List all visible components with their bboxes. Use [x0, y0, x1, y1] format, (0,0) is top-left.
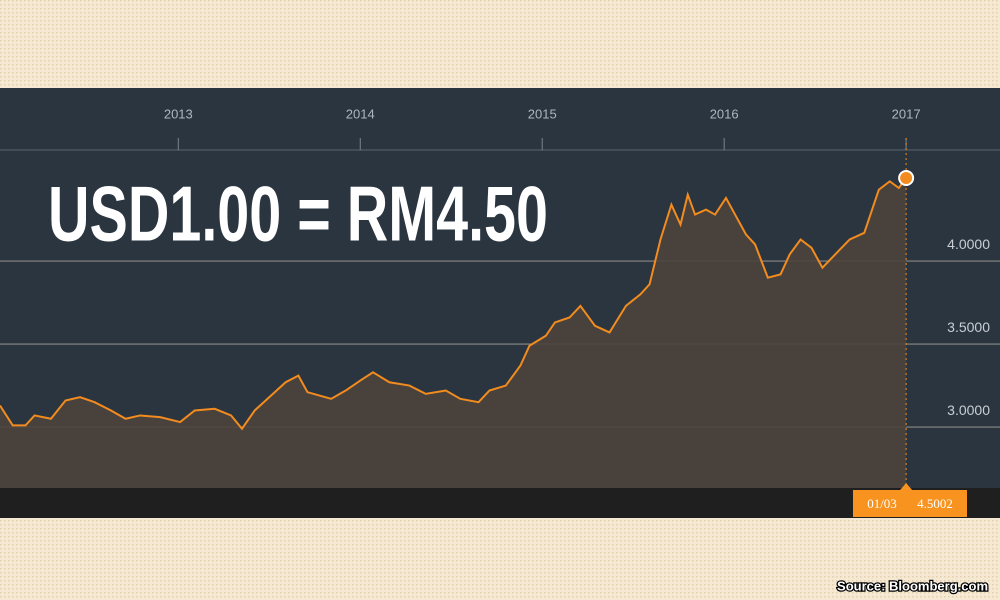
- x-tick-label: 2016: [710, 106, 739, 121]
- x-tick-label: 2014: [346, 106, 375, 121]
- value-box-pointer: [900, 483, 913, 490]
- y-tick-label: 3.5000: [947, 319, 990, 335]
- y-tick-label: 4.0000: [947, 236, 990, 252]
- source: Source: Bloomberg.com: [837, 578, 988, 593]
- crosshair-value: 4.5002: [917, 496, 953, 511]
- x-tick-label: 2015: [528, 106, 557, 121]
- headline: USD1.00 = RM4.50: [48, 170, 548, 258]
- x-tick-label: 2017: [892, 106, 921, 121]
- last-point: [898, 170, 915, 187]
- area: [0, 178, 907, 488]
- line: [0, 177, 907, 431]
- x-bar: [0, 488, 1000, 518]
- y-tick-label: 3.0000: [947, 402, 990, 418]
- crosshair-date: 01/03: [867, 496, 897, 511]
- x-tick-label: 2013: [164, 106, 193, 121]
- value-box: [853, 490, 967, 517]
